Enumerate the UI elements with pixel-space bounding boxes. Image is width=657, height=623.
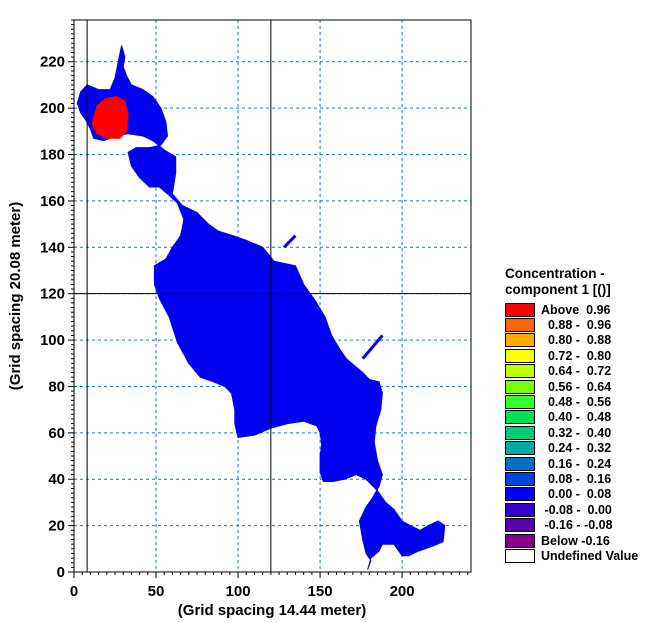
y-tick-label: 200 [40, 100, 65, 117]
legend-entries: Above 0.96 0.88 - 0.96 0.80 - 0.88 0.72 … [505, 302, 657, 564]
legend-label: 0.32 - 0.40 [541, 425, 612, 440]
y-tick-label: 220 [40, 54, 65, 71]
high-concentration-area [91, 95, 129, 139]
legend-label: 0.64 - 0.72 [541, 364, 612, 379]
legend-swatch [505, 302, 535, 317]
x-tick-label: 150 [308, 583, 333, 600]
legend-label: 0.80 - 0.88 [541, 333, 612, 348]
legend-swatch [505, 379, 535, 394]
legend-swatch [505, 395, 535, 410]
legend: Concentration - component 1 [()] Above 0… [505, 266, 657, 564]
legend-label: Below -0.16 [541, 533, 610, 548]
legend-swatch [505, 410, 535, 425]
y-tick-label: 20 [48, 518, 65, 535]
water-channel [282, 234, 297, 249]
y-tick-label: 180 [40, 147, 65, 164]
legend-label: 0.88 - 0.96 [541, 318, 612, 333]
legend-entry: Undefined Value [505, 548, 657, 563]
legend-label: 0.48 - 0.56 [541, 395, 612, 410]
x-axis-title: (Grid spacing 14.44 meter) [178, 602, 366, 619]
legend-entry: 0.48 - 0.56 [505, 394, 657, 410]
legend-entry: 0.72 - 0.80 [505, 348, 657, 363]
water-body [76, 45, 446, 570]
concentration-map [76, 45, 446, 570]
legend-swatch [505, 441, 535, 456]
legend-swatch [505, 502, 535, 517]
legend-title-line-2: component 1 [()] [505, 282, 611, 297]
legend-label: 0.16 - 0.24 [541, 456, 612, 471]
legend-entry: 0.56 - 0.64 [505, 379, 657, 394]
legend-entry: 0.80 - 0.88 [505, 333, 657, 348]
crosshair-lines [74, 20, 471, 572]
y-tick-label: 0 [57, 564, 65, 581]
x-tick-label: 0 [70, 583, 78, 600]
legend-entry: 0.32 - 0.40 [505, 425, 657, 440]
x-tick-label: 200 [390, 583, 415, 600]
legend-label: -0.08 - 0.00 [541, 502, 612, 517]
legend-label: 0.00 - 0.08 [541, 487, 612, 502]
y-axis-title: (Grid spacing 20.08 meter) [7, 202, 24, 390]
legend-entry: 0.88 - 0.96 [505, 317, 657, 333]
legend-swatch [505, 548, 535, 563]
legend-entry: Above 0.96 [505, 302, 657, 317]
legend-swatch [505, 533, 535, 548]
y-tick-label: 60 [48, 425, 65, 442]
legend-swatch [505, 487, 535, 502]
legend-label: -0.16 - -0.08 [541, 518, 613, 533]
x-tick-label: 50 [148, 583, 165, 600]
legend-entry: 0.08 - 0.16 [505, 471, 657, 486]
legend-label: 0.08 - 0.16 [541, 471, 612, 486]
legend-swatch [505, 518, 535, 533]
water-channel [361, 334, 384, 360]
legend-label: 0.56 - 0.64 [541, 379, 612, 394]
legend-label: Above 0.96 [541, 302, 611, 317]
legend-swatch [505, 425, 535, 440]
legend-swatch [505, 471, 535, 486]
legend-swatch [505, 318, 535, 333]
legend-entry: Below -0.16 [505, 533, 657, 548]
legend-title-line-1: Concentration - [505, 266, 605, 281]
legend-label: 0.72 - 0.80 [541, 348, 612, 363]
legend-label: Undefined Value [541, 548, 639, 563]
y-tick-label: 100 [40, 332, 65, 349]
legend-swatch [505, 348, 535, 363]
legend-swatch [505, 456, 535, 471]
legend-label: 0.40 - 0.48 [541, 410, 612, 425]
legend-title: Concentration - component 1 [()] [505, 266, 657, 298]
island [155, 84, 175, 104]
x-tick-label: 100 [226, 583, 251, 600]
legend-entry: -0.08 - 0.00 [505, 502, 657, 517]
legend-entry: 0.64 - 0.72 [505, 364, 657, 379]
legend-entry: 0.16 - 0.24 [505, 456, 657, 471]
y-tick-label: 140 [40, 239, 65, 256]
y-tick-label: 80 [48, 378, 65, 395]
y-tick-label: 120 [40, 286, 65, 303]
legend-entry: -0.16 - -0.08 [505, 517, 657, 533]
legend-swatch [505, 333, 535, 348]
legend-swatch [505, 364, 535, 379]
plot-frame [73, 19, 472, 573]
legend-entry: 0.00 - 0.08 [505, 487, 657, 502]
y-tick-label: 160 [40, 193, 65, 210]
legend-entry: 0.24 - 0.32 [505, 441, 657, 456]
y-tick-label: 40 [48, 471, 65, 488]
legend-label: 0.24 - 0.32 [541, 441, 612, 456]
axis-ticks: 0 50 100 150 200 0 20 40 60 80 100 120 140 160 180 200 2… [40, 19, 469, 600]
legend-entry: 0.40 - 0.48 [505, 410, 657, 425]
